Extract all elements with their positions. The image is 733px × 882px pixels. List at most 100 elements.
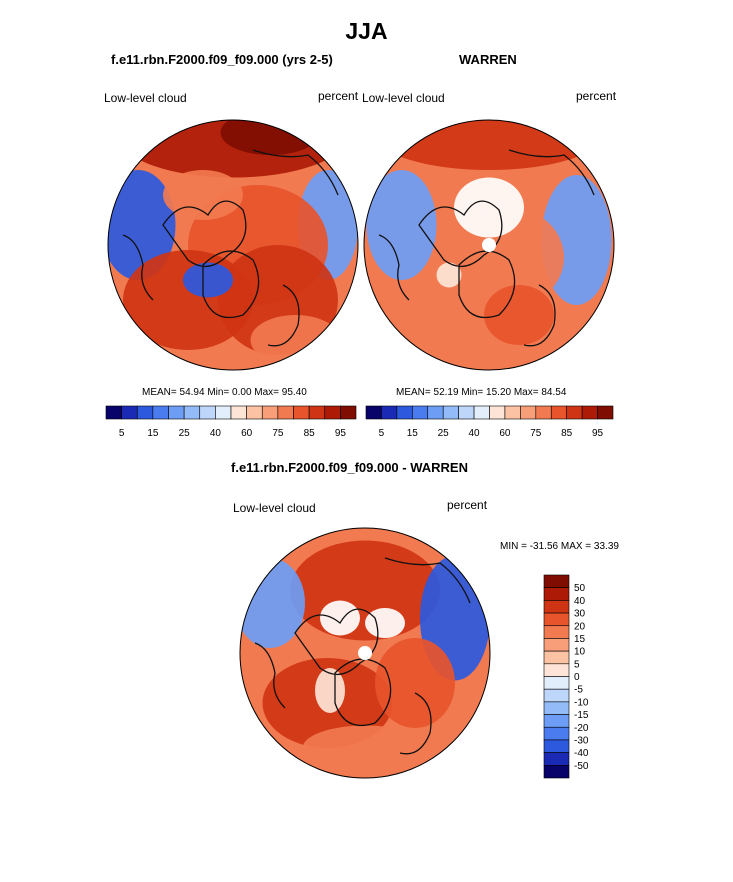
colorbar-swatch xyxy=(308,405,326,420)
colorbar-swatch xyxy=(543,714,570,728)
colorbar-swatch xyxy=(535,405,552,420)
colorbar-label: -30 xyxy=(574,735,589,746)
field-patch xyxy=(365,608,405,638)
colorbar-swatch xyxy=(136,405,154,420)
colorbar-swatch xyxy=(543,726,570,741)
colorbar-swatch xyxy=(550,405,567,420)
colorbar-swatch xyxy=(543,574,570,588)
colorbar-label: 10 xyxy=(574,647,586,658)
colorbar-1: 5 15 25 40 60 75 85 95 xyxy=(105,405,357,439)
coastline xyxy=(508,149,595,196)
colorbar-label: 0 xyxy=(574,672,580,683)
diff-panel-title: f.e11.rbn.F2000.f09_f09.000 - WARREN xyxy=(231,460,468,475)
colorbar-swatch xyxy=(427,405,444,420)
colorbar-swatch xyxy=(543,752,570,766)
colorbar-swatch xyxy=(183,405,201,420)
field-patch xyxy=(376,285,502,355)
coastline xyxy=(378,234,410,301)
colorbar-swatch xyxy=(543,612,570,627)
panel-1-variable: Low-level cloud xyxy=(104,91,187,105)
colorbar-swatch xyxy=(293,405,310,420)
colorbar-2: 5 15 25 40 60 75 85 95 xyxy=(365,405,614,439)
page-title: JJA xyxy=(345,18,388,44)
colorbar-swatch xyxy=(543,688,570,703)
colorbar-label: 30 xyxy=(574,609,586,620)
colorbar-swatch xyxy=(365,405,382,420)
coastline xyxy=(418,200,503,267)
colorbar-swatch xyxy=(168,405,185,420)
colorbar-label: 85 xyxy=(561,428,573,439)
colorbar-swatch xyxy=(489,405,506,420)
colorbar-swatch xyxy=(458,405,475,420)
colorbar-label: -20 xyxy=(574,723,589,734)
polar-map-3 xyxy=(240,528,490,778)
colorbar-swatch xyxy=(199,405,216,420)
coastline xyxy=(523,284,556,347)
greenland-low xyxy=(183,262,233,298)
colorbar-label: 40 xyxy=(210,428,222,439)
panel-2-stats: MEAN= 52.19 Min= 15.20 Max= 84.54 xyxy=(396,387,567,398)
colorbar-swatch xyxy=(543,701,570,715)
colorbar-swatch xyxy=(543,765,570,779)
field-patch xyxy=(315,668,345,713)
map-border xyxy=(239,527,491,779)
colorbar-swatch xyxy=(543,739,570,753)
coastline xyxy=(399,692,432,755)
colorbar-label: 25 xyxy=(438,428,450,439)
colorbar-label: 5 xyxy=(379,428,385,439)
colorbar-swatch xyxy=(543,663,570,677)
colorbar-label: 95 xyxy=(592,428,604,439)
colorbar-swatch xyxy=(105,405,122,420)
colorbar-swatch xyxy=(324,405,341,420)
coastline xyxy=(294,608,379,675)
colorbar-swatch xyxy=(215,405,232,420)
colorbar-swatch xyxy=(246,405,263,420)
missing-data xyxy=(320,600,360,636)
panel-2-variable: Low-level cloud xyxy=(362,91,445,105)
colorbar-swatch xyxy=(543,600,570,614)
polar-map-1 xyxy=(108,120,358,370)
colorbar-label: -5 xyxy=(574,685,583,696)
colorbar-label: 25 xyxy=(179,428,191,439)
panel-1-units: percent xyxy=(318,89,359,103)
colorbar-label: -15 xyxy=(574,710,589,721)
field-patch xyxy=(375,638,455,728)
colorbar-label: -40 xyxy=(574,748,589,759)
colorbar-swatch xyxy=(277,405,294,420)
colorbar-swatch xyxy=(412,405,429,420)
colorbar-label: 5 xyxy=(574,659,580,670)
coastline xyxy=(162,200,247,267)
colorbar-swatch xyxy=(597,405,614,420)
colorbar-swatch xyxy=(543,638,570,652)
panel-1-stats: MEAN= 54.94 Min= 0.00 Max= 95.40 xyxy=(142,387,307,398)
colorbar-label: 5 xyxy=(119,428,125,439)
map-border xyxy=(363,119,615,371)
colorbar-label: 15 xyxy=(574,634,586,645)
colorbar-label: 15 xyxy=(147,428,159,439)
colorbar-label: 75 xyxy=(530,428,542,439)
pole-hole xyxy=(358,646,372,660)
colorbar-label: 60 xyxy=(499,428,511,439)
colorbar-swatch xyxy=(581,405,598,420)
colorbar-label: 60 xyxy=(241,428,253,439)
colorbar-swatch xyxy=(520,405,537,420)
diff-panel-minmax: MIN = -31.56 MAX = 33.39 xyxy=(500,541,619,552)
field-patch xyxy=(436,262,462,288)
colorbar-swatch xyxy=(340,405,357,420)
panel-2-units: percent xyxy=(576,89,617,103)
colorbar-swatch xyxy=(543,676,570,690)
colorbar-swatch xyxy=(121,405,138,420)
colorbar-swatch xyxy=(543,587,570,601)
missing-data xyxy=(454,177,524,238)
colorbar-label: 15 xyxy=(407,428,419,439)
coastline xyxy=(254,642,286,709)
coastline xyxy=(384,557,471,604)
colorbar-label: 50 xyxy=(574,583,586,594)
field-patch xyxy=(366,170,437,280)
atlantic-east xyxy=(108,170,176,280)
panel-2-title: WARREN xyxy=(459,52,517,67)
map-border xyxy=(107,119,359,371)
colorbar-label: -10 xyxy=(574,697,589,708)
field-patch xyxy=(290,540,440,641)
